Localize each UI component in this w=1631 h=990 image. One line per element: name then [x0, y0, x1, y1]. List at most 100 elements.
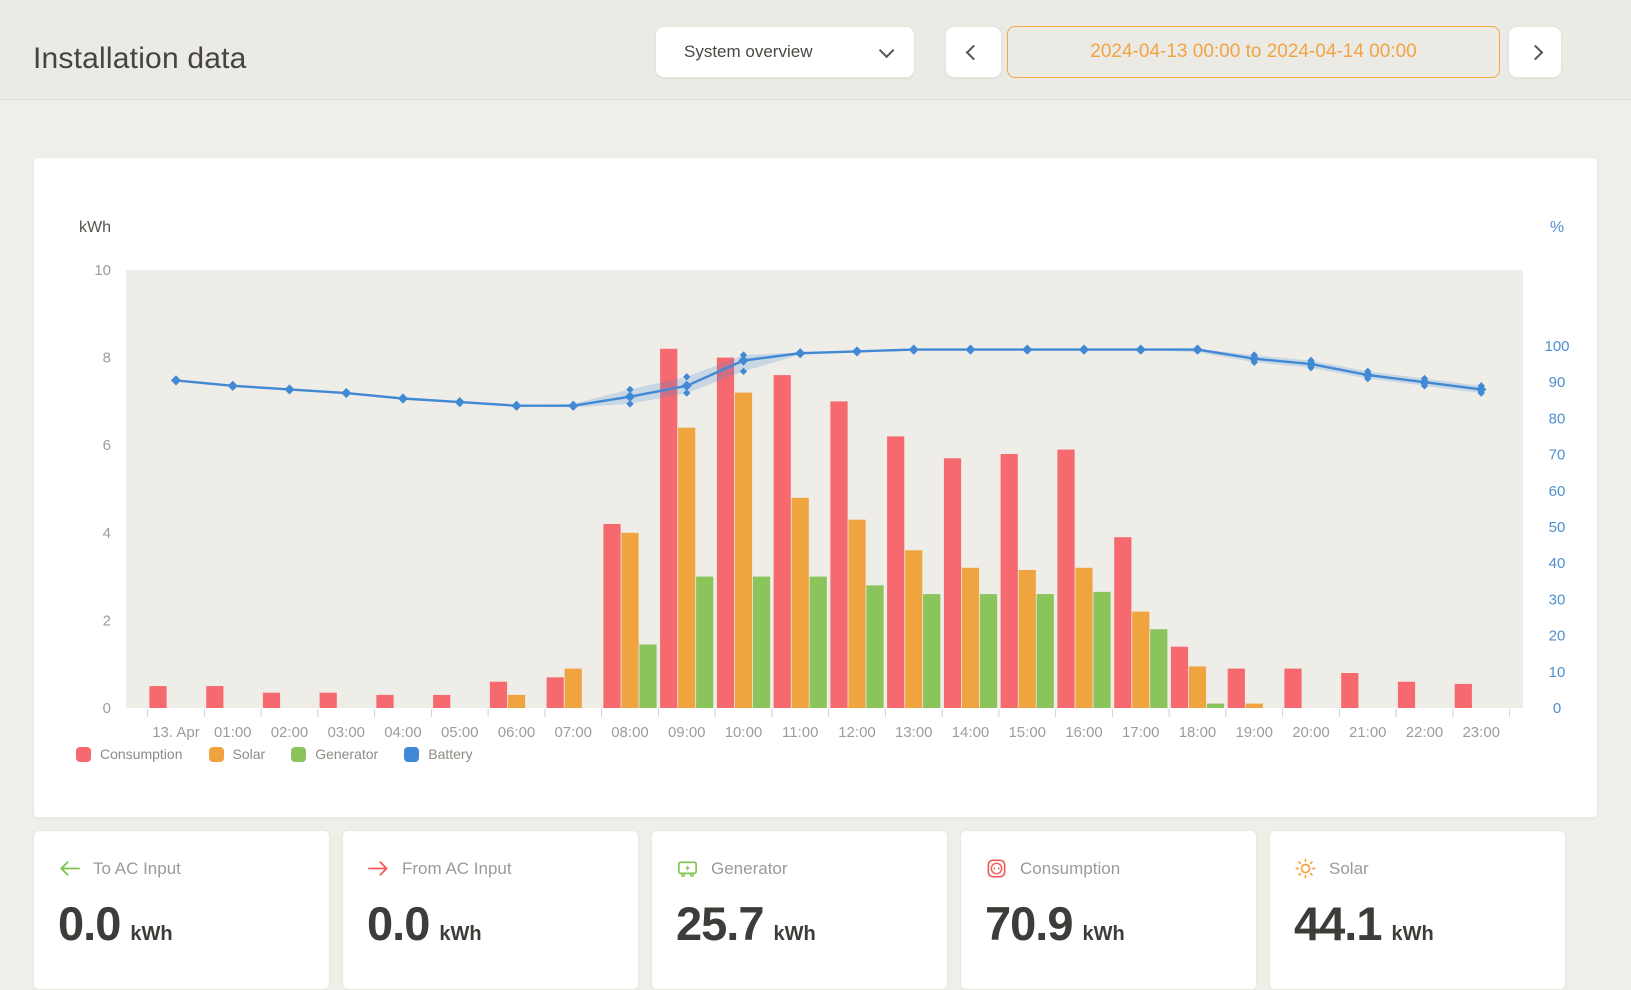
bar-consumption-20:00[interactable]: [1284, 668, 1302, 708]
bar-consumption-21:00[interactable]: [1341, 673, 1359, 708]
bar-consumption-02:00[interactable]: [262, 692, 281, 708]
battery-point-13. Apr[interactable]: [170, 375, 182, 386]
legend-swatch-solar: [208, 746, 224, 762]
previous-period-button[interactable]: [945, 26, 1002, 78]
socket-icon: [987, 859, 1006, 878]
bar-consumption-22:00[interactable]: [1397, 681, 1416, 708]
top-header: Installation data System overview 2024-0…: [0, 0, 1631, 100]
legend-label: Generator: [315, 746, 379, 762]
x-tick-label: 03:00: [327, 724, 365, 741]
battery-point-08:00[interactable]: [624, 391, 636, 402]
legend-item-solar[interactable]: Solar: [208, 746, 265, 762]
x-tick-label: 06:00: [498, 724, 536, 741]
x-tick-label: 11:00: [782, 724, 818, 741]
bar-generator-16:00[interactable]: [1093, 591, 1111, 708]
view-selector-value: System overview: [684, 42, 813, 61]
y-right-tick-label: 0: [1553, 700, 1561, 717]
bar-solar-12:00[interactable]: [848, 519, 866, 708]
y-left-tick-label: 2: [103, 612, 111, 629]
bar-generator-17:00[interactable]: [1150, 629, 1168, 708]
bar-solar-08:00[interactable]: [621, 532, 639, 708]
card-unit: kWh: [439, 923, 482, 945]
x-tick-label: 22:00: [1406, 724, 1444, 741]
battery-point-01:00[interactable]: [227, 380, 238, 391]
bar-generator-08:00[interactable]: [639, 644, 657, 709]
arrow-right-icon: [368, 861, 388, 876]
battery-point-03:00[interactable]: [341, 387, 352, 399]
bar-consumption-14:00[interactable]: [943, 458, 962, 708]
bar-generator-09:00[interactable]: [696, 576, 714, 708]
legend-item-generator[interactable]: Generator: [291, 746, 378, 762]
arrow-left-icon: [60, 861, 80, 876]
x-tick-label: 18:00: [1179, 724, 1217, 741]
bar-solar-15:00[interactable]: [1018, 570, 1036, 708]
bar-consumption-23:00[interactable]: [1454, 683, 1472, 708]
bar-generator-12:00[interactable]: [866, 585, 884, 708]
date-range-button[interactable]: 2024-04-13 00:00 to 2024-04-14 00:00: [1007, 26, 1500, 78]
bar-solar-18:00[interactable]: [1188, 666, 1207, 708]
bar-solar-17:00[interactable]: [1132, 611, 1150, 708]
bar-generator-18:00[interactable]: [1206, 703, 1225, 708]
battery-point-02:00[interactable]: [284, 384, 295, 395]
battery-soc-series: [170, 344, 1487, 411]
battery-max-point-08:00[interactable]: [626, 385, 634, 394]
bar-generator-15:00[interactable]: [1036, 594, 1054, 708]
bar-solar-14:00[interactable]: [961, 567, 980, 708]
y-right-tick-label: 80: [1549, 410, 1566, 427]
legend-item-battery[interactable]: Battery: [404, 746, 473, 762]
bar-generator-10:00[interactable]: [752, 576, 771, 708]
x-tick-label: 04:00: [384, 724, 422, 741]
bar-solar-16:00[interactable]: [1075, 567, 1093, 708]
card-unit: kWh: [1082, 923, 1125, 945]
bar-solar-09:00[interactable]: [678, 427, 696, 708]
next-period-button[interactable]: [1508, 26, 1562, 78]
bar-generator-14:00[interactable]: [979, 594, 998, 708]
bar-generator-11:00[interactable]: [809, 576, 827, 708]
battery-max-point-09:00[interactable]: [683, 373, 691, 381]
battery-min-point-09:00[interactable]: [683, 389, 691, 397]
battery-max-point-10:00[interactable]: [739, 351, 748, 359]
x-tick-label: 13:00: [895, 724, 933, 741]
bar-consumption-12:00[interactable]: [830, 401, 848, 708]
bar-consumption-18:00[interactable]: [1170, 646, 1189, 708]
bar-consumption-03:00[interactable]: [319, 692, 337, 708]
bar-consumption-19:00[interactable]: [1227, 668, 1245, 708]
bar-consumption-16:00[interactable]: [1057, 449, 1075, 708]
bar-consumption-17:00[interactable]: [1114, 537, 1132, 708]
y-right-tick-label: 30: [1549, 591, 1566, 608]
bar-consumption-11:00[interactable]: [773, 375, 791, 708]
summary-cards-row: To AC Input 0.0 kWh From AC Input 0.0 kWh Gene…: [33, 830, 1566, 990]
bar-consumption-05:00[interactable]: [433, 694, 451, 708]
bar-consumption-06:00[interactable]: [489, 681, 508, 708]
bar-consumption-10:00[interactable]: [716, 357, 735, 708]
x-tick-label: 17:00: [1122, 724, 1160, 741]
legend-swatch-battery: [404, 746, 420, 762]
bar-solar-11:00[interactable]: [791, 497, 809, 708]
y-axis-right-title: %: [1550, 219, 1564, 236]
bar-solar-07:00[interactable]: [564, 668, 582, 708]
bar-consumption-04:00[interactable]: [376, 694, 394, 708]
y-right-tick-label: 90: [1549, 374, 1566, 391]
bar-consumption-01:00[interactable]: [206, 686, 224, 708]
bar-solar-19:00[interactable]: [1245, 703, 1263, 708]
legend-item-consumption[interactable]: Consumption: [76, 746, 183, 762]
bar-consumption-13. Apr[interactable]: [149, 686, 167, 708]
bar-consumption-07:00[interactable]: [546, 677, 564, 708]
battery-point-12:00[interactable]: [851, 346, 863, 357]
bar-generator-13:00[interactable]: [923, 594, 941, 708]
x-tick-label: 14:00: [952, 724, 990, 741]
x-tick-label: 16:00: [1065, 724, 1103, 741]
bar-solar-10:00[interactable]: [734, 392, 753, 708]
bar-consumption-13:00[interactable]: [887, 436, 905, 708]
bar-consumption-08:00[interactable]: [603, 524, 621, 708]
bar-solar-06:00[interactable]: [507, 694, 526, 708]
bar-consumption-15:00[interactable]: [1000, 454, 1018, 708]
bar-consumption-09:00[interactable]: [660, 348, 678, 708]
view-selector-dropdown[interactable]: System overview: [655, 26, 915, 78]
battery-min-point-10:00[interactable]: [739, 367, 748, 376]
bar-solar-13:00[interactable]: [905, 550, 923, 708]
battery-point-14:00[interactable]: [965, 344, 976, 355]
battery-point-13:00[interactable]: [908, 344, 919, 355]
